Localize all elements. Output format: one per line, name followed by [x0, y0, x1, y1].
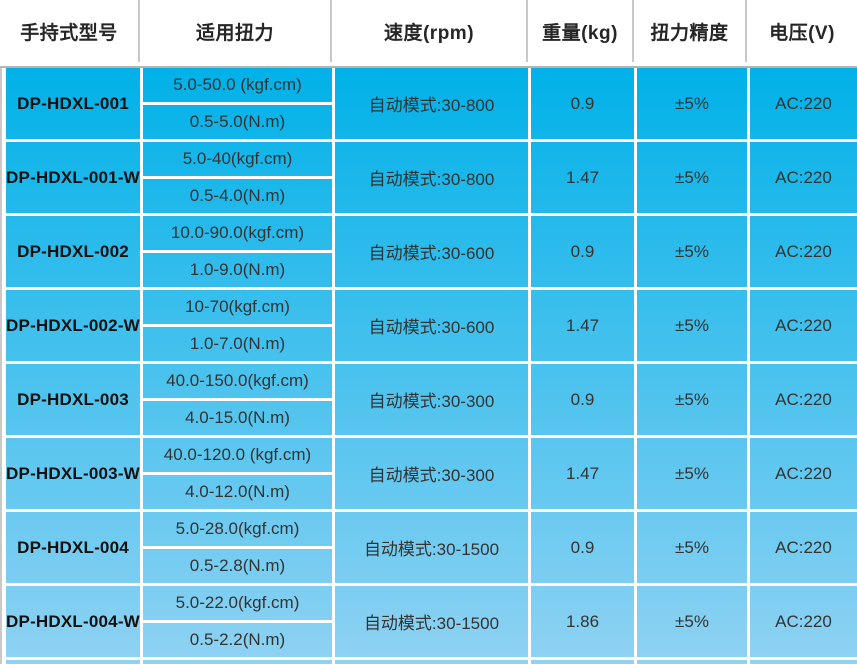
model-cell: DP-HDXL-002: [17, 241, 129, 261]
model-cell: DP-HDXL-003-W: [6, 463, 140, 483]
weight-cell: 1.47: [528, 438, 634, 509]
voltage-cell: AC:220: [747, 216, 857, 287]
speed-cell: 自动模式:30-300: [332, 438, 528, 509]
torque-kgf-cell: 5.0-40(kgf.cm): [182, 149, 293, 168]
header-model: 手持式型号: [0, 0, 140, 62]
weight-cell: [528, 660, 634, 664]
torque-cell-group: 5.0-50.0 (kgf.cm) 0.5-5.0(N.m): [140, 68, 332, 139]
voltage-cell: AC:220: [747, 512, 857, 583]
weight-cell: 0.9: [528, 216, 634, 287]
torque-kgf-cell: 5.0-22.0(kgf.cm): [175, 593, 300, 612]
table-body: DP-HDXL-001 5.0-50.0 (kgf.cm) 0.5-5.0(N.…: [0, 68, 857, 664]
torque-nm-cell: 0.5-5.0(N.m): [143, 102, 332, 139]
speed-cell: [332, 660, 528, 664]
torque-cell-group: 40.0-150.0(kgf.cm) 4.0-15.0(N.m): [140, 364, 332, 435]
torque-kgf-cell: 10-70(kgf.cm): [185, 297, 290, 316]
accuracy-cell: ±5%: [634, 290, 747, 361]
accuracy-cell: ±5%: [634, 364, 747, 435]
accuracy-cell: ±5%: [634, 68, 747, 139]
table-row: DP-HDXL-003-W 40.0-120.0 (kgf.cm) 4.0-12…: [6, 435, 857, 509]
torque-cell-group: 5.0-40(kgf.cm) 0.5-4.0(N.m): [140, 142, 332, 213]
table-row: DP-HDXL-002-W 10-70(kgf.cm) 1.0-7.0(N.m)…: [6, 287, 857, 361]
header-weight: 重量(kg): [528, 0, 634, 62]
model-cell: DP-HDXL-001: [17, 93, 129, 113]
model-cell: DP-HDXL-001-W: [6, 167, 140, 187]
torque-nm-cell: 0.5-2.8(N.m): [143, 546, 332, 583]
table-row: DP-HDXL-004 5.0-28.0(kgf.cm) 0.5-2.8(N.m…: [6, 509, 857, 583]
accuracy-cell: ±5%: [634, 438, 747, 509]
model-cell: DP-HDXL-002-W: [6, 315, 140, 335]
voltage-cell: AC:220: [747, 586, 857, 657]
body-top-divider: [0, 66, 857, 68]
accuracy-cell: ±5%: [634, 512, 747, 583]
torque-kgf-cell: 40.0-150.0(kgf.cm): [166, 371, 309, 390]
model-cell: DP-HDXL-003: [17, 389, 129, 409]
torque-nm-cell: 0.5-4.0(N.m): [143, 176, 332, 213]
accuracy-cell: [634, 660, 747, 664]
speed-cell: 自动模式:30-300: [332, 364, 528, 435]
torque-cell-group: 10.0-90.0(kgf.cm) 1.0-9.0(N.m): [140, 216, 332, 287]
table-row: DP-HDXL-002 10.0-90.0(kgf.cm) 1.0-9.0(N.…: [6, 213, 857, 287]
torque-nm-cell: 0.5-2.2(N.m): [143, 620, 332, 657]
header-accuracy: 扭力精度: [634, 0, 747, 62]
torque-kgf-cell: 5.0-28.0(kgf.cm): [175, 519, 300, 538]
torque-cell-group: [140, 660, 332, 664]
table-row-partial: [6, 657, 857, 664]
torque-nm-cell: 1.0-7.0(N.m): [143, 324, 332, 361]
speed-cell: 自动模式:30-600: [332, 290, 528, 361]
model-cell: [6, 660, 140, 664]
voltage-cell: AC:220: [747, 290, 857, 361]
torque-nm-cell: 1.0-9.0(N.m): [143, 250, 332, 287]
speed-cell: 自动模式:30-800: [332, 142, 528, 213]
accuracy-cell: ±5%: [634, 586, 747, 657]
left-edge-line: [0, 68, 2, 664]
torque-kgf-cell: 5.0-50.0 (kgf.cm): [173, 75, 302, 94]
table-row: DP-HDXL-001 5.0-50.0 (kgf.cm) 0.5-5.0(N.…: [6, 68, 857, 139]
header-body-gap: [0, 62, 857, 66]
model-cell: DP-HDXL-004-W: [6, 611, 140, 631]
torque-nm-cell: 4.0-12.0(N.m): [143, 472, 332, 509]
weight-cell: 0.9: [528, 364, 634, 435]
torque-cell-group: 5.0-28.0(kgf.cm) 0.5-2.8(N.m): [140, 512, 332, 583]
table-row: DP-HDXL-001-W 5.0-40(kgf.cm) 0.5-4.0(N.m…: [6, 139, 857, 213]
header-speed: 速度(rpm): [332, 0, 528, 62]
weight-cell: 1.86: [528, 586, 634, 657]
voltage-cell: AC:220: [747, 438, 857, 509]
accuracy-cell: ±5%: [634, 216, 747, 287]
table-header: 手持式型号 适用扭力 速度(rpm) 重量(kg) 扭力精度 电压(V): [0, 0, 857, 62]
weight-cell: 0.9: [528, 68, 634, 139]
accuracy-cell: ±5%: [634, 142, 747, 213]
table-row: DP-HDXL-003 40.0-150.0(kgf.cm) 4.0-15.0(…: [6, 361, 857, 435]
torque-nm-cell: 4.0-15.0(N.m): [143, 398, 332, 435]
voltage-cell: [747, 660, 857, 664]
speed-cell: 自动模式:30-800: [332, 68, 528, 139]
weight-cell: 1.47: [528, 142, 634, 213]
weight-cell: 1.47: [528, 290, 634, 361]
torque-cell-group: 5.0-22.0(kgf.cm) 0.5-2.2(N.m): [140, 586, 332, 657]
speed-cell: 自动模式:30-600: [332, 216, 528, 287]
table-rows-container: DP-HDXL-001 5.0-50.0 (kgf.cm) 0.5-5.0(N.…: [6, 68, 857, 664]
torque-cell-group: 10-70(kgf.cm) 1.0-7.0(N.m): [140, 290, 332, 361]
table-row: DP-HDXL-004-W 5.0-22.0(kgf.cm) 0.5-2.2(N…: [6, 583, 857, 657]
voltage-cell: AC:220: [747, 142, 857, 213]
weight-cell: 0.9: [528, 512, 634, 583]
torque-cell-group: 40.0-120.0 (kgf.cm) 4.0-12.0(N.m): [140, 438, 332, 509]
voltage-cell: AC:220: [747, 68, 857, 139]
header-torque: 适用扭力: [140, 0, 332, 62]
voltage-cell: AC:220: [747, 364, 857, 435]
torque-kgf-cell: 40.0-120.0 (kgf.cm): [163, 445, 312, 464]
speed-cell: 自动模式:30-1500: [332, 586, 528, 657]
header-voltage: 电压(V): [769, 22, 835, 44]
speed-cell: 自动模式:30-1500: [332, 512, 528, 583]
model-cell: DP-HDXL-004: [17, 537, 129, 557]
torque-kgf-cell: 10.0-90.0(kgf.cm): [170, 223, 305, 242]
